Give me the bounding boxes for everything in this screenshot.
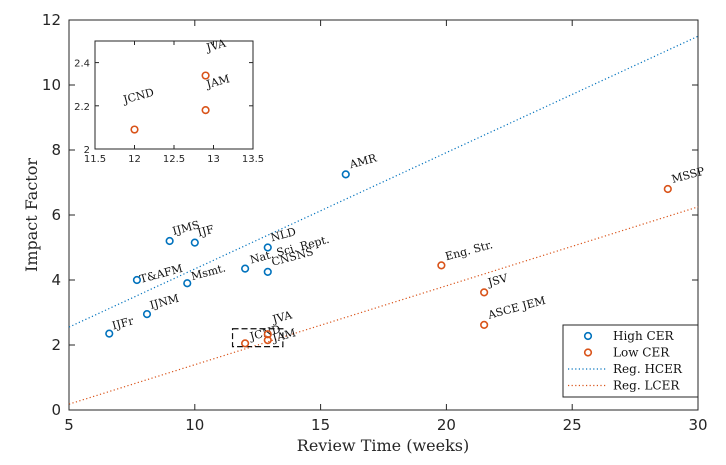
data-point-label: IJF <box>196 223 216 240</box>
legend-entry-label: Reg. HCER <box>613 362 683 376</box>
y-tick-label: 8 <box>51 141 61 159</box>
inset-x-tick-label: 13 <box>207 154 220 165</box>
inset-y-tick-label: 2.4 <box>74 59 90 70</box>
y-tick-label: 0 <box>51 401 61 419</box>
x-tick-label: 5 <box>64 416 74 434</box>
inset-point-label: JAM <box>204 72 231 91</box>
data-point <box>241 264 250 273</box>
y-axis-label: Impact Factor <box>22 158 41 272</box>
legend-marker <box>583 348 593 357</box>
data-point <box>190 238 199 247</box>
x-axis-label: Review Time (weeks) <box>297 436 469 455</box>
data-point <box>480 288 489 297</box>
data-point <box>241 339 250 348</box>
data-point-label: JVA <box>270 308 294 326</box>
inset-frame <box>94 40 254 150</box>
data-point <box>132 275 142 285</box>
data-point-label: IJFr <box>111 314 136 332</box>
data-point <box>263 243 272 252</box>
data-point-label: JAM <box>270 326 297 345</box>
data-point <box>263 336 272 345</box>
data-point <box>142 310 152 319</box>
x-tick-label: 20 <box>437 416 456 434</box>
inset-y-tick-label: 2.2 <box>74 102 90 113</box>
inset-data-point <box>201 106 210 115</box>
inset-x-tick-label: 11.5 <box>84 154 106 165</box>
data-point <box>183 279 192 288</box>
y-tick-label: 6 <box>51 206 61 224</box>
zoom-region-rect <box>231 328 284 348</box>
legend-entry-label: Reg. LCER <box>613 379 680 393</box>
data-point-label: NLD <box>269 225 297 244</box>
data-point <box>341 170 350 179</box>
inset-x-tick-label: 12 <box>128 154 141 165</box>
data-point <box>263 267 272 276</box>
data-point <box>165 236 174 246</box>
x-tick-label: 25 <box>563 416 582 434</box>
inset-data-point <box>130 125 139 134</box>
legend: High CER Low CER Reg. HCER Reg. LCER <box>562 324 699 398</box>
inset-x-tick-label: 12.5 <box>163 154 185 165</box>
y-tick-label: 12 <box>42 11 61 29</box>
axis-ticks: 5 10 15 20 25 30 0 2 4 6 8 10 12 <box>42 11 708 434</box>
inset-x-tick-label: 13.5 <box>242 154 264 165</box>
data-point-label: JSV <box>486 271 511 289</box>
legend-box <box>562 324 699 398</box>
y-tick-label: 4 <box>51 271 61 289</box>
y-tick-label: 2 <box>51 336 61 354</box>
data-point <box>663 184 672 194</box>
legend-entry-label: Low CER <box>613 346 670 360</box>
data-point <box>437 261 446 270</box>
zoom-box <box>231 328 284 348</box>
x-tick-label: 30 <box>688 416 707 434</box>
data-point <box>105 329 114 338</box>
inset-point-label: JVA <box>204 37 228 55</box>
x-tick-label: 15 <box>311 416 330 434</box>
inset-y-tick-label: 2 <box>84 145 90 156</box>
data-point <box>480 320 489 329</box>
x-tick-label: 10 <box>185 416 204 434</box>
legend-entry-label: High CER <box>613 329 674 343</box>
legend-marker <box>583 331 593 341</box>
regression-lines <box>68 35 699 405</box>
inset-data-point <box>201 71 210 80</box>
regression-line-hcer <box>68 35 699 328</box>
y-tick-label: 10 <box>42 76 61 94</box>
